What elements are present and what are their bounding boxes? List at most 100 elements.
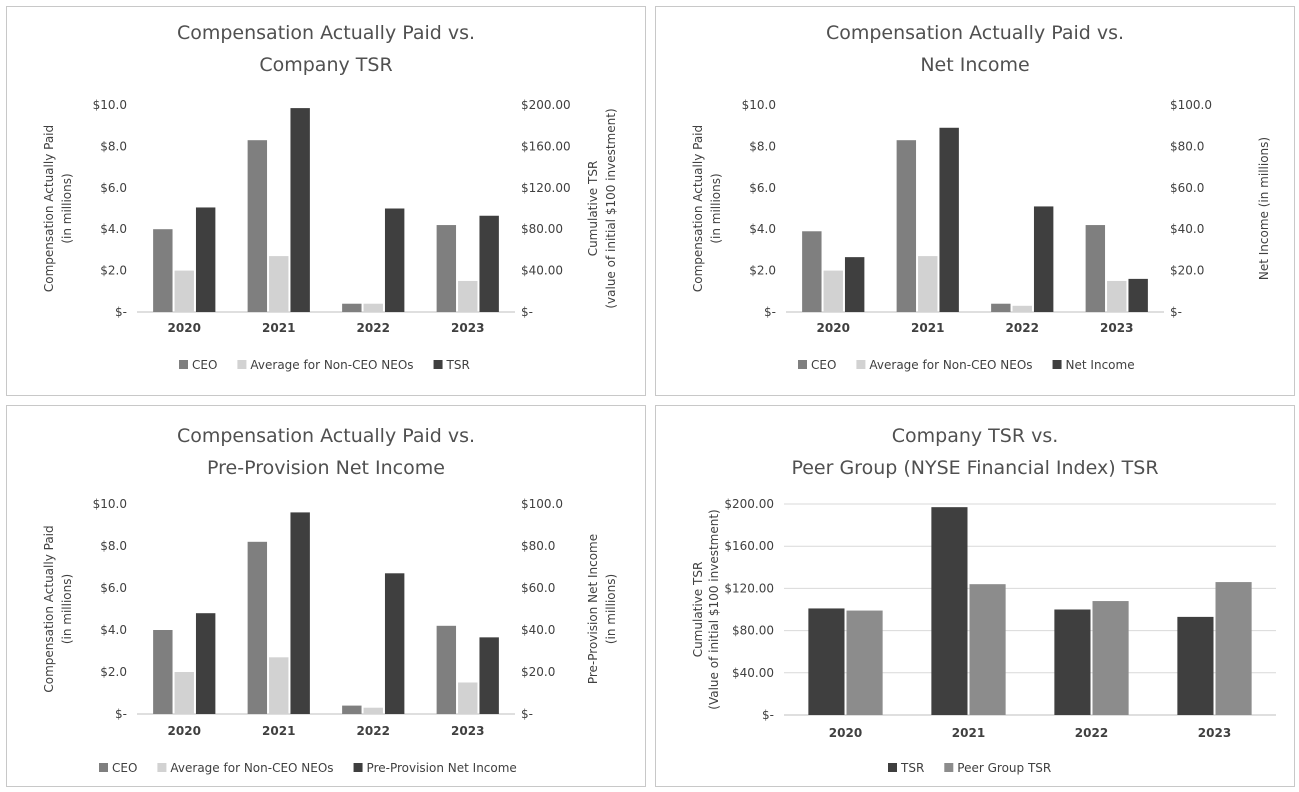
bar-peer-group-tsr-2023 xyxy=(1215,582,1252,715)
legend-label-peer-group-tsr: Peer Group TSR xyxy=(957,761,1051,775)
y2-tick-label: $40.0 xyxy=(521,623,555,637)
chart-cap-vs-ppni: Compensation Actually Paid vs. Pre-Provis… xyxy=(42,425,618,775)
legend-swatch-ceo xyxy=(798,360,807,369)
x-tick-label: 2021 xyxy=(952,726,985,740)
y2-tick-label: $- xyxy=(1170,305,1182,319)
y2-tick-label: $200.00 xyxy=(521,98,571,112)
y-tick-label: $4.0 xyxy=(100,222,127,236)
y-tick-label: $10.0 xyxy=(93,98,127,112)
y-tick-label: $4.0 xyxy=(100,623,127,637)
y2-tick-label: $120.00 xyxy=(521,181,571,195)
y2-tick-label: $- xyxy=(521,305,533,319)
bar-ceo-2022 xyxy=(342,303,362,312)
bar-tsr-2021 xyxy=(290,108,310,312)
x-tick-label: 2021 xyxy=(262,724,295,738)
legend-label-average-for-non-ceo-neos: Average for Non-CEO NEOs xyxy=(869,358,1032,372)
bar-average-for-non-ceo-neos-2023 xyxy=(458,280,478,312)
x-tick-label: 2023 xyxy=(451,321,484,335)
bar-average-for-non-ceo-neos-2020 xyxy=(174,672,194,714)
y-tick-label: $40.00 xyxy=(732,666,774,680)
bar-net-income-2023 xyxy=(1128,278,1148,312)
y2-tick-label: $80.0 xyxy=(521,539,555,553)
bar-ceo-2022 xyxy=(342,705,362,714)
x-tick-label: 2022 xyxy=(357,321,390,335)
x-tick-label: 2022 xyxy=(1075,726,1108,740)
legend-label-average-for-non-ceo-neos: Average for Non-CEO NEOs xyxy=(170,761,333,775)
y-tick-label: $- xyxy=(762,708,774,722)
legend-swatch-average-for-non-ceo-neos xyxy=(237,360,247,369)
bar-ceo-2021 xyxy=(247,140,268,312)
chart-title-line: Compensation Actually Paid vs. xyxy=(177,22,475,44)
bar-ceo-2022 xyxy=(991,303,1011,312)
x-tick-label: 2021 xyxy=(911,321,944,335)
chart-title-line: Pre-Provision Net Income xyxy=(207,457,445,479)
bar-peer-group-tsr-2020 xyxy=(846,610,883,715)
y2-tick-label: $80.0 xyxy=(1170,139,1204,153)
bar-pre-provision-net-income-2021 xyxy=(290,512,310,714)
bar-ceo-2020 xyxy=(153,630,173,714)
bar-average-for-non-ceo-neos-2020 xyxy=(174,270,194,312)
y2-tick-label: $100.0 xyxy=(1170,98,1212,112)
y-tick-label: $2.0 xyxy=(100,264,127,278)
y2-tick-label: $80.00 xyxy=(521,222,563,236)
y-tick-label: $8.0 xyxy=(749,139,776,153)
bar-average-for-non-ceo-neos-2023 xyxy=(1107,280,1127,312)
y2-tick-label: $20.0 xyxy=(1170,264,1204,278)
y2-tick-label: $100.0 xyxy=(521,497,563,511)
legend-swatch-ceo xyxy=(99,763,108,772)
legend-swatch-average-for-non-ceo-neos xyxy=(157,763,167,772)
legend-swatch-tsr xyxy=(888,763,897,772)
y2-axis-label: (in millions) xyxy=(604,574,618,644)
bar-tsr-2022 xyxy=(384,208,405,312)
x-tick-label: 2020 xyxy=(829,726,862,740)
y-tick-label: $200.00 xyxy=(724,497,774,511)
x-tick-label: 2020 xyxy=(817,321,850,335)
y-tick-label: $2.0 xyxy=(749,264,776,278)
legend-label-tsr: TSR xyxy=(446,358,470,372)
y-tick-label: $2.0 xyxy=(100,665,127,679)
y2-tick-label: $60.0 xyxy=(1170,181,1204,195)
y-axis-label: Compensation Actually Paid xyxy=(691,125,705,292)
chart-panel-cap-vs-ppni: Compensation Actually Paid vs. Pre-Provis… xyxy=(6,405,646,787)
bar-average-for-non-ceo-neos-2022 xyxy=(1012,305,1032,312)
y2-tick-label: $40.00 xyxy=(521,264,563,278)
legend-label-pre-provision-net-income: Pre-Provision Net Income xyxy=(367,761,517,775)
y-axis-label: Compensation Actually Paid xyxy=(42,525,56,692)
chart-title-line: Peer Group (NYSE Financial Index) TSR xyxy=(791,457,1158,479)
bar-tsr-2020 xyxy=(195,207,216,312)
y-tick-label: $- xyxy=(764,305,776,319)
y-axis-label: (in millions) xyxy=(60,173,74,243)
x-tick-label: 2020 xyxy=(168,724,201,738)
x-tick-label: 2023 xyxy=(1100,321,1133,335)
bar-peer-group-tsr-2022 xyxy=(1092,601,1129,715)
bar-tsr-2023 xyxy=(1177,616,1214,715)
bar-average-for-non-ceo-neos-2021 xyxy=(269,657,289,714)
y2-axis-label: Pre-Provision Net Income xyxy=(586,534,600,684)
legend-label-tsr: TSR xyxy=(900,761,924,775)
bar-peer-group-tsr-2021 xyxy=(969,584,1006,715)
y-tick-label: $4.0 xyxy=(749,222,776,236)
y-tick-label: $8.0 xyxy=(100,539,127,553)
y-tick-label: $8.0 xyxy=(100,139,127,153)
y-tick-label: $10.0 xyxy=(93,497,127,511)
legend-label-net-income: Net Income xyxy=(1066,358,1135,372)
chart-panel-tsr-vs-peer: Company TSR vs. Peer Group (NYSE Financia… xyxy=(655,405,1295,787)
legend-swatch-peer-group-tsr xyxy=(944,763,954,772)
x-tick-label: 2022 xyxy=(357,724,390,738)
legend-label-average-for-non-ceo-neos: Average for Non-CEO NEOs xyxy=(250,358,413,372)
y-tick-label: $- xyxy=(115,707,127,721)
legend-swatch-pre-provision-net-income xyxy=(353,763,363,772)
y2-tick-label: $40.0 xyxy=(1170,222,1204,236)
y-axis-label: (in millions) xyxy=(60,574,74,644)
chart-title-line: Compensation Actually Paid vs. xyxy=(177,425,475,447)
y2-axis-label: (value of initial $100 investment) xyxy=(604,108,618,308)
bar-pre-provision-net-income-2022 xyxy=(384,573,405,714)
bar-tsr-2021 xyxy=(931,507,968,715)
bar-average-for-non-ceo-neos-2020 xyxy=(823,270,843,312)
chart-panel-cap-vs-tsr: Compensation Actually Paid vs. Company TS… xyxy=(6,6,646,396)
chart-title-line: Company TSR xyxy=(259,54,392,76)
chart-title-line: Net Income xyxy=(920,54,1029,76)
bar-average-for-non-ceo-neos-2021 xyxy=(918,256,938,312)
bar-ceo-2023 xyxy=(436,625,457,714)
legend-swatch-average-for-non-ceo-neos xyxy=(856,360,866,369)
